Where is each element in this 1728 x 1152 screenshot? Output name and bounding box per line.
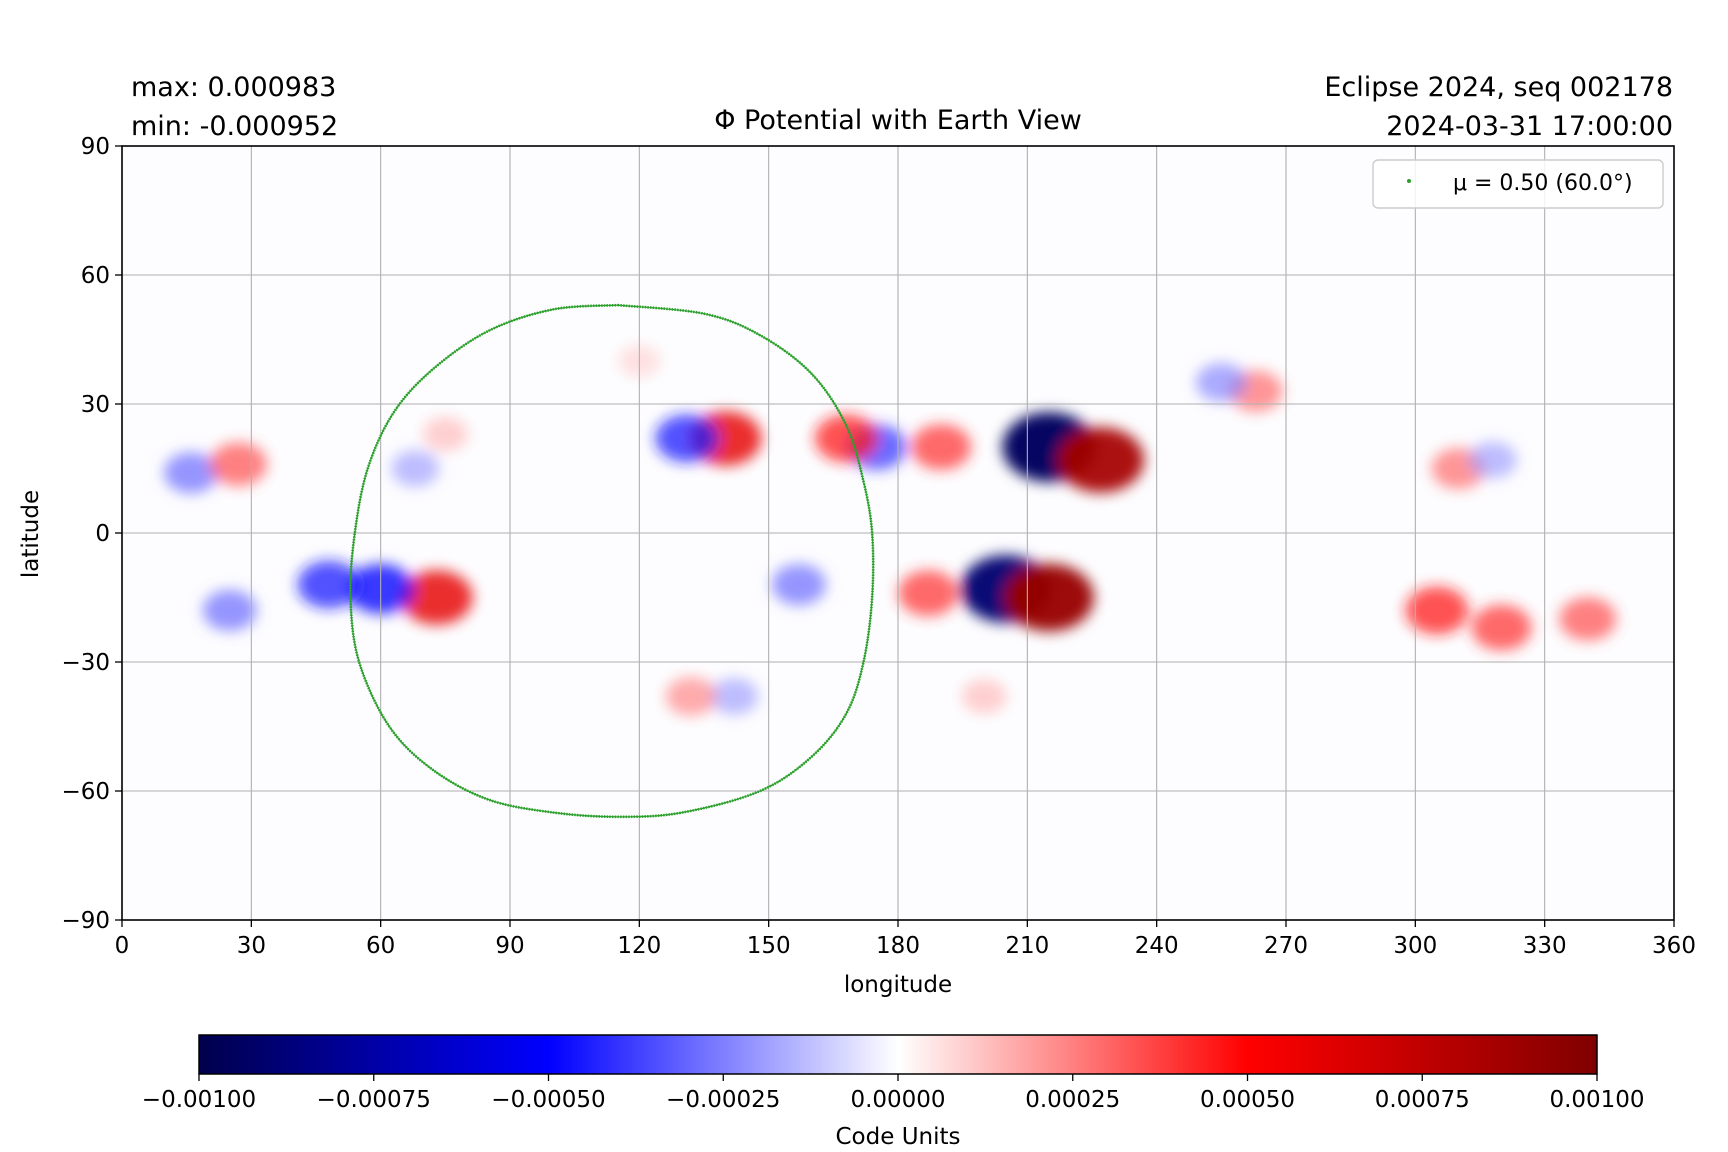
y-axis-label: latitude — [18, 490, 44, 578]
x-tick-label: 0 — [115, 933, 130, 959]
max-readout: max: 0.000983 — [131, 72, 336, 103]
field-feature-9 — [400, 570, 473, 625]
x-tick-label: 120 — [617, 933, 661, 959]
legend-label: μ = 0.50 (60.0°) — [1453, 171, 1633, 196]
colorbar-tick-label: −0.00025 — [666, 1087, 780, 1113]
colorbar-tick-label: 0.00050 — [1200, 1087, 1295, 1113]
colorbar-tick-label: −0.00100 — [142, 1087, 256, 1113]
colorbar-label: Code Units — [836, 1124, 961, 1150]
x-tick-label: 360 — [1652, 933, 1696, 959]
x-tick-label: 210 — [1005, 933, 1049, 959]
y-tick-label: −30 — [61, 650, 110, 676]
field-feature-7 — [814, 414, 878, 463]
x-tick-label: 270 — [1264, 933, 1308, 959]
field-feature-25 — [665, 676, 717, 716]
grid-layer — [122, 146, 1674, 920]
field-layer — [163, 344, 1617, 716]
field-feature-11 — [297, 560, 361, 609]
y-tick-label: −60 — [61, 779, 110, 805]
timestamp-label: 2024-03-31 17:00:00 — [1386, 111, 1673, 142]
colorbar-tick-label: −0.00075 — [317, 1087, 431, 1113]
x-tick-label: 90 — [495, 933, 524, 959]
colorbar-tick-label: 0.00075 — [1375, 1087, 1470, 1113]
colorbar-tick-label: 0.00000 — [850, 1087, 945, 1113]
field-feature-16 — [1559, 597, 1617, 641]
field-feature-21 — [898, 570, 959, 616]
field-feature-14 — [1405, 586, 1469, 635]
run-label: Eclipse 2024, seq 002178 — [1324, 72, 1673, 103]
x-tick-label: 240 — [1135, 933, 1179, 959]
field-feature-12 — [163, 452, 218, 494]
legend-box — [1372, 159, 1664, 209]
min-readout: min: -0.000952 — [131, 111, 338, 142]
field-feature-8 — [911, 424, 972, 470]
earth-view-contour — [349, 303, 875, 819]
colorbar-tick-label: −0.00050 — [491, 1087, 605, 1113]
colorbar-tick-label: 0.00025 — [1025, 1087, 1120, 1113]
colorbar: −0.00100 −0.00075 −0.00050 −0.00025 0.00000 0… — [142, 1034, 1645, 1150]
x-tick-label: 30 — [237, 933, 266, 959]
y-ticks: 90 60 30 0 −30 −60 −90 — [61, 134, 122, 934]
chart-title: Φ Potential with Earth View — [714, 105, 1082, 136]
colorbar-ticks: −0.00100 −0.00075 −0.00050 −0.00025 0.00000 0… — [142, 1074, 1645, 1113]
field-feature-27 — [961, 679, 1007, 714]
y-tick-label: 60 — [81, 263, 110, 289]
x-tick-label: 60 — [366, 933, 395, 959]
field-feature-5 — [655, 414, 719, 463]
x-tick-label: 330 — [1523, 933, 1567, 959]
y-tick-label: 0 — [95, 521, 110, 547]
field-feature-29 — [391, 450, 440, 487]
legend-marker — [1407, 179, 1411, 183]
field-feature-28 — [422, 416, 468, 452]
earth-view-contour-core — [349, 304, 874, 818]
y-tick-label: −90 — [61, 908, 110, 934]
field-feature-3 — [1003, 563, 1094, 632]
colorbar-gradient — [198, 1034, 1598, 1075]
legend: μ = 0.50 (60.0°) — [1372, 159, 1664, 209]
x-tick-label: 180 — [876, 933, 920, 959]
field-feature-23 — [202, 589, 257, 632]
x-tick-label: 150 — [747, 933, 791, 959]
field-feature-22 — [771, 564, 826, 606]
y-tick-label: 90 — [81, 134, 110, 160]
x-tick-label: 300 — [1393, 933, 1437, 959]
field-feature-13 — [209, 442, 267, 486]
field-feature-18 — [1468, 441, 1517, 479]
y-tick-label: 30 — [81, 392, 110, 418]
field-feature-24 — [710, 678, 759, 715]
field-feature-20 — [1195, 363, 1247, 402]
x-axis-label: longitude — [844, 972, 952, 998]
colorbar-tick-label: 0.00100 — [1549, 1087, 1644, 1113]
field-feature-15 — [1471, 604, 1532, 651]
field-feature-1 — [1057, 427, 1145, 493]
x-ticks: 0 30 60 90 120 150 180 210 240 270 300 330 360 — [115, 920, 1696, 959]
